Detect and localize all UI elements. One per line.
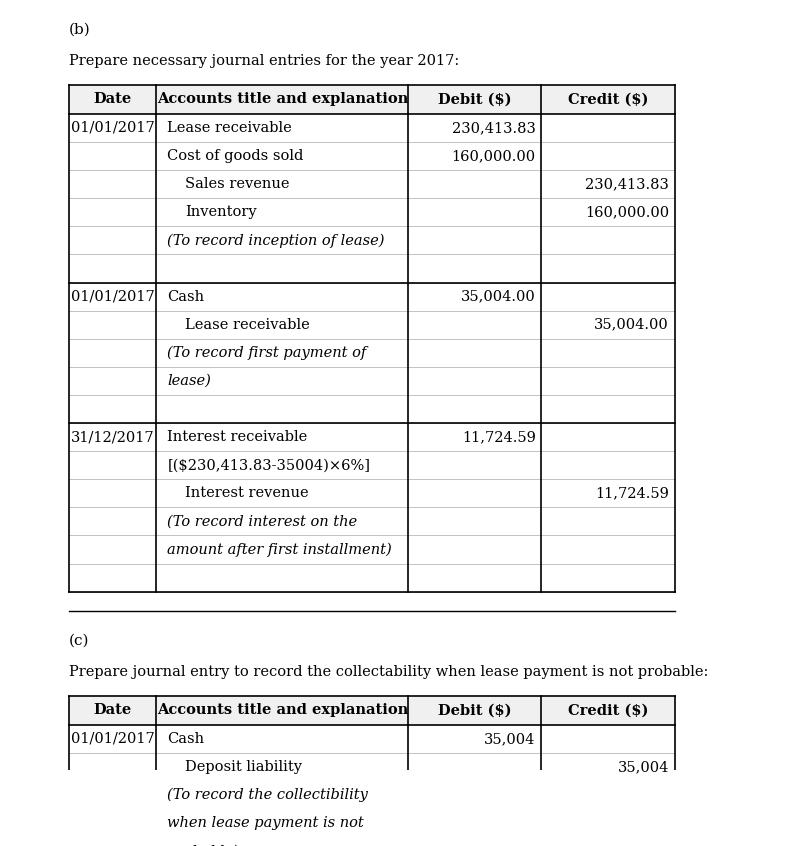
Text: when lease payment is not: when lease payment is not (167, 816, 364, 830)
Text: Date: Date (94, 703, 132, 717)
Text: lease): lease) (167, 374, 211, 388)
Text: 35,004: 35,004 (618, 760, 669, 774)
Text: Lease receivable: Lease receivable (167, 121, 292, 135)
Bar (69, 85, 675, 114)
Text: (To record inception of lease): (To record inception of lease) (167, 233, 385, 248)
Text: (To record first payment of: (To record first payment of (167, 346, 366, 360)
Text: 01/01/2017: 01/01/2017 (70, 289, 154, 304)
Text: Credit ($): Credit ($) (568, 92, 648, 107)
Text: amount after first installment): amount after first installment) (167, 542, 392, 557)
Text: Date: Date (94, 92, 132, 107)
Text: (b): (b) (69, 23, 90, 37)
Text: Cost of goods sold: Cost of goods sold (167, 149, 304, 163)
Text: 160,000.00: 160,000.00 (451, 149, 536, 163)
Text: Cash: Cash (167, 289, 205, 304)
Text: Interest receivable: Interest receivable (167, 430, 307, 444)
Text: Accounts title and explanation: Accounts title and explanation (157, 703, 408, 717)
Text: 01/01/2017: 01/01/2017 (70, 121, 154, 135)
Text: Accounts title and explanation: Accounts title and explanation (157, 92, 408, 107)
Text: 230,413.83: 230,413.83 (585, 177, 669, 191)
Bar (69, 695, 675, 725)
Text: Cash: Cash (167, 732, 205, 746)
Text: [($230,413.83-35004)×6%]: [($230,413.83-35004)×6%] (167, 459, 370, 472)
Text: Prepare necessary journal entries for the year 2017:: Prepare necessary journal entries for th… (69, 54, 459, 68)
Text: 01/01/2017: 01/01/2017 (70, 732, 154, 746)
Text: 35,004: 35,004 (484, 732, 536, 746)
Text: Sales revenue: Sales revenue (186, 177, 290, 191)
Text: Debit ($): Debit ($) (438, 92, 511, 107)
Text: Lease receivable: Lease receivable (186, 318, 310, 332)
Text: Deposit liability: Deposit liability (186, 760, 302, 774)
Text: 230,413.83: 230,413.83 (452, 121, 536, 135)
Text: Interest revenue: Interest revenue (186, 486, 309, 500)
Text: 11,724.59: 11,724.59 (462, 430, 536, 444)
Text: (To record the collectibility: (To record the collectibility (167, 788, 368, 802)
Text: Credit ($): Credit ($) (568, 703, 648, 717)
Text: 35,004.00: 35,004.00 (461, 289, 536, 304)
Text: Inventory: Inventory (186, 206, 257, 219)
Text: (c): (c) (69, 634, 89, 648)
Text: 160,000.00: 160,000.00 (585, 206, 669, 219)
Text: 35,004.00: 35,004.00 (594, 318, 669, 332)
Text: (To record interest on the: (To record interest on the (167, 514, 358, 529)
Text: 11,724.59: 11,724.59 (595, 486, 669, 500)
Text: probable): probable) (167, 844, 239, 846)
Text: Prepare journal entry to record the collectability when lease payment is not pro: Prepare journal entry to record the coll… (69, 665, 708, 678)
Text: 31/12/2017: 31/12/2017 (70, 430, 154, 444)
Text: Debit ($): Debit ($) (438, 703, 511, 717)
